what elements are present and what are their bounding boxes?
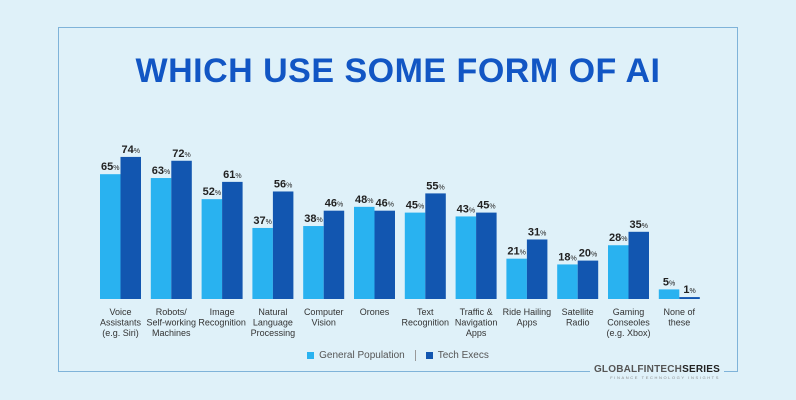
category-label: Orones [360, 307, 390, 317]
legend-item-general: General Population [307, 350, 405, 361]
data-label-tech: 1% [683, 284, 695, 296]
chart-title: WHICH USE SOME FORM OF AI [135, 52, 661, 90]
brand-name-part2: SERIES [682, 364, 720, 375]
category-label: Robots/Self-working Machines [147, 307, 197, 338]
bar-tech [526, 239, 548, 299]
data-label-tech: 61% [223, 169, 241, 181]
data-label-general: 48% [355, 194, 373, 206]
category-label: Traffic & Navigation Apps [455, 307, 498, 338]
bar-general [354, 206, 375, 299]
brand-name-part1: GLOBALFINTECH [593, 364, 683, 375]
bar-tech [222, 181, 243, 299]
category-label: Computer Vision [304, 307, 344, 328]
data-label-general: 45% [406, 200, 424, 212]
bar-general [150, 178, 172, 299]
brand-name: GLOBALFINTECHSERIES [594, 364, 720, 375]
bar-tech [374, 210, 395, 299]
bar-tech [171, 160, 192, 299]
bar-general [201, 199, 223, 299]
legend-label-tech: Tech Execs [437, 350, 489, 361]
bar-general [506, 258, 527, 299]
data-label-general: 63% [152, 165, 170, 177]
legend-label-general: General Population [319, 350, 405, 361]
chart-frame [58, 27, 738, 372]
data-label-tech: 35% [630, 219, 648, 231]
bar-tech [628, 231, 649, 299]
data-label-general: 37% [253, 215, 271, 227]
data-label-tech: 55% [426, 180, 444, 192]
data-label-general: 38% [304, 213, 322, 225]
data-label-general: 65% [101, 161, 119, 173]
bar-general [303, 226, 324, 299]
bar-tech [272, 191, 294, 299]
bar-tech [425, 193, 446, 299]
legend-swatch-tech [425, 352, 433, 359]
data-label-tech: 31% [528, 226, 546, 238]
data-label-general: 5% [663, 276, 675, 288]
bar-tech [476, 212, 497, 299]
category-label: Text Recognition [402, 307, 450, 328]
category-label: Satellite Radio [562, 307, 594, 328]
category-label: Image Recognition [198, 307, 246, 328]
bar-general [608, 245, 629, 299]
category-label: None of these [664, 307, 696, 328]
legend-item-tech: Tech Execs [425, 350, 489, 361]
data-label-general: 43% [457, 203, 475, 215]
data-label-tech: 72% [172, 148, 190, 160]
bar-general [658, 289, 680, 299]
legend: General Population Tech Execs [0, 350, 796, 361]
data-label-tech: 45% [477, 200, 495, 212]
bar-general [252, 227, 273, 299]
bar-general [404, 212, 426, 299]
bar-general [100, 174, 121, 299]
category-label: Ride Hailing Apps [503, 307, 552, 328]
data-label-tech: 20% [579, 248, 597, 260]
legend-divider [414, 350, 416, 361]
bar-general [455, 216, 477, 299]
data-label-general: 52% [203, 186, 221, 198]
bar-tech [120, 156, 141, 299]
data-label-tech: 46% [325, 198, 343, 210]
category-label: Voice Assistants (e.g. Siri) [100, 307, 142, 338]
data-label-general: 18% [558, 251, 576, 263]
brand-tagline: FINANCE TECHNOLOGY INSIGHTS [610, 375, 720, 380]
category-label: Gaming Conseoles (e.g. Xbox) [606, 307, 650, 338]
data-label-general: 28% [609, 232, 627, 244]
brand-logo: GLOBALFINTECHSERIES FINANCE TECHNOLOGY I… [589, 364, 724, 380]
category-label: Natural Language Processing [251, 307, 296, 338]
data-label-general: 21% [507, 246, 525, 258]
data-label-tech: 46% [376, 198, 394, 210]
bar-tech [323, 210, 345, 299]
bar-general [557, 264, 578, 299]
data-label-tech: 56% [274, 178, 292, 190]
bar-tech [577, 260, 599, 299]
legend-swatch-general [307, 352, 315, 359]
data-label-tech: 74% [122, 144, 140, 156]
bar-tech [679, 297, 700, 299]
